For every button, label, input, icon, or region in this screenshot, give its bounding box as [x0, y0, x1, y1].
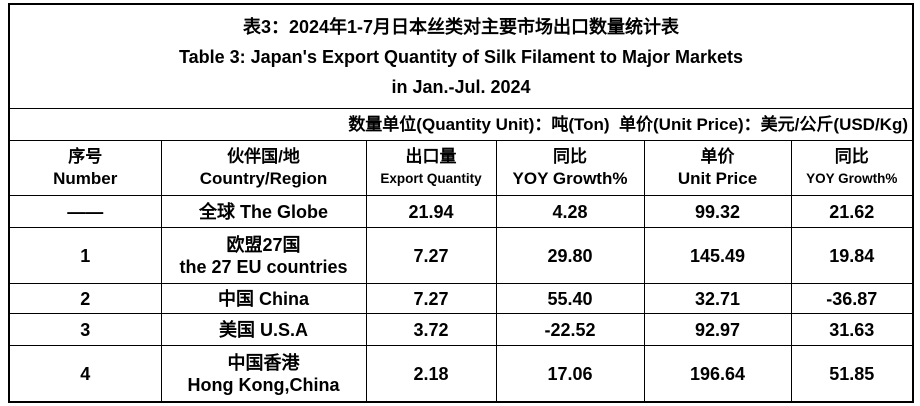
header-text: 同比 [834, 147, 869, 166]
title-line: Table 3: Japan's Export Quantity of Silk… [178, 46, 744, 67]
country-cell: 全球 The Globe [160, 195, 367, 228]
header-cell: 序号 Number [8, 140, 162, 196]
data-cell: 51.85 [790, 345, 914, 403]
cell-text: 2 [80, 288, 91, 309]
export-table: 表3：2024年1-7月日本丝类对主要市场出口数量统计表 Table 3: Ja… [8, 3, 915, 403]
country-cell: 中国香港 Hong Kong,China [160, 345, 367, 403]
header-cell: 单价 Unit Price [643, 140, 792, 196]
header-text: Country/Region [199, 169, 328, 188]
header-text: YOY Growth% [512, 169, 628, 188]
data-cell: 21.62 [790, 195, 914, 228]
data-cell: -22.52 [495, 313, 645, 346]
cell-text: -36.87 [826, 288, 878, 309]
cell-text: 29.80 [547, 245, 593, 266]
data-cell: 145.49 [643, 227, 792, 284]
title-line: 表3：2024年1-7月日本丝类对主要市场出口数量统计表 [242, 16, 680, 37]
cell-text: 32.71 [694, 288, 741, 309]
country-cell: 美国 U.S.A [160, 313, 367, 346]
cell-text: -22.52 [544, 319, 596, 340]
data-cell: 31.63 [790, 313, 914, 346]
data-cell: 55.40 [495, 283, 645, 314]
country-cell: 中国 China [160, 283, 367, 314]
data-cell: -36.87 [790, 283, 914, 314]
header-cell: 出口量 Export Quantity [365, 140, 497, 196]
header-text: 出口量 [405, 147, 457, 166]
title-row: 表3：2024年1-7月日本丝类对主要市场出口数量统计表 Table 3: Ja… [8, 3, 914, 109]
cell-text: 欧盟27国 [226, 234, 301, 255]
unit-note: 数量单位(Quantity Unit)：吨(Ton) 单价(Unit Price… [8, 108, 914, 141]
cell-text: 全球 The Globe [198, 201, 328, 222]
data-cell: 2 [8, 283, 162, 314]
data-row: 1 欧盟27国 the 27 EU countries 7.27 29.80 145.49… [8, 227, 914, 284]
data-cell: 29.80 [495, 227, 645, 284]
cell-text: 4.28 [552, 201, 588, 222]
data-cell: 196.64 [643, 345, 792, 403]
cell-text: 21.62 [829, 201, 875, 222]
cell-text: 92.97 [694, 319, 741, 340]
data-cell: 2.18 [365, 345, 497, 403]
data-cell: 21.94 [365, 195, 497, 228]
data-row: 4 中国香港 Hong Kong,China 2.18 17.06 196.64 51.85 [8, 345, 914, 403]
data-cell: 19.84 [790, 227, 914, 284]
title-line: in Jan.-Jul. 2024 [391, 76, 531, 97]
title-cell: 表3：2024年1-7月日本丝类对主要市场出口数量统计表 Table 3: Ja… [8, 3, 914, 109]
cell-text: 99.32 [694, 201, 741, 222]
cell-text: 17.06 [547, 363, 593, 384]
cell-text: 7.27 [413, 245, 449, 266]
cell-text: Hong Kong,China [187, 374, 340, 395]
header-row: 序号 Number 伙伴国/地 Country/Region 出口量 Export Qua… [8, 140, 914, 196]
unit-row: 数量单位(Quantity Unit)：吨(Ton) 单价(Unit Price… [8, 108, 914, 141]
data-cell: 32.71 [643, 283, 792, 314]
cell-text: 7.27 [413, 288, 449, 309]
cell-text: 55.40 [547, 288, 593, 309]
cell-text: 3 [80, 319, 91, 340]
header-cell: 同比 YOY Growth% [790, 140, 914, 196]
header-text: Unit Price [677, 169, 758, 188]
cell-text: 31.63 [829, 319, 875, 340]
cell-text: 196.64 [689, 363, 746, 384]
data-cell: 7.27 [365, 283, 497, 314]
data-cell: 4.28 [495, 195, 645, 228]
cell-text: 21.94 [408, 201, 454, 222]
header-text: 伙伴国/地 [227, 147, 300, 166]
header-text: Export Quantity [380, 171, 482, 186]
data-row: 3 美国 U.S.A 3.72 -22.52 92.97 31.63 [8, 313, 914, 346]
cell-text: 4 [80, 363, 91, 384]
data-cell: 99.32 [643, 195, 792, 228]
cell-text: 3.72 [413, 319, 449, 340]
data-row: 2 中国 China 7.27 55.40 32.71 -36.87 [8, 283, 914, 314]
cell-text: 美国 U.S.A [218, 319, 308, 340]
header-cell: 伙伴国/地 Country/Region [160, 140, 367, 196]
header-cell: 同比 YOY Growth% [495, 140, 645, 196]
cell-text: the 27 EU countries [179, 256, 348, 277]
data-cell: 1 [8, 227, 162, 284]
data-cell: 3.72 [365, 313, 497, 346]
cell-text: 中国香港 [227, 352, 300, 373]
cell-text: 51.85 [829, 363, 875, 384]
data-cell: 92.97 [643, 313, 792, 346]
cell-text: 19.84 [829, 245, 875, 266]
data-cell: —— [8, 195, 162, 228]
data-cell: 7.27 [365, 227, 497, 284]
cell-text: —— [67, 201, 104, 222]
header-text: YOY Growth% [806, 171, 898, 186]
data-cell: 3 [8, 313, 162, 346]
header-text: Number [53, 169, 118, 188]
cell-text: 中国 China [217, 288, 309, 309]
data-cell: 17.06 [495, 345, 645, 403]
cell-text: 2.18 [413, 363, 449, 384]
cell-text: 145.49 [689, 245, 746, 266]
country-cell: 欧盟27国 the 27 EU countries [160, 227, 367, 284]
data-cell: 4 [8, 345, 162, 403]
header-text: 单价 [700, 147, 735, 166]
cell-text: 1 [80, 245, 91, 266]
header-text: 序号 [68, 147, 103, 166]
data-row: —— 全球 The Globe 21.94 4.28 99.32 21.62 [8, 195, 914, 228]
header-text: 同比 [553, 147, 587, 166]
